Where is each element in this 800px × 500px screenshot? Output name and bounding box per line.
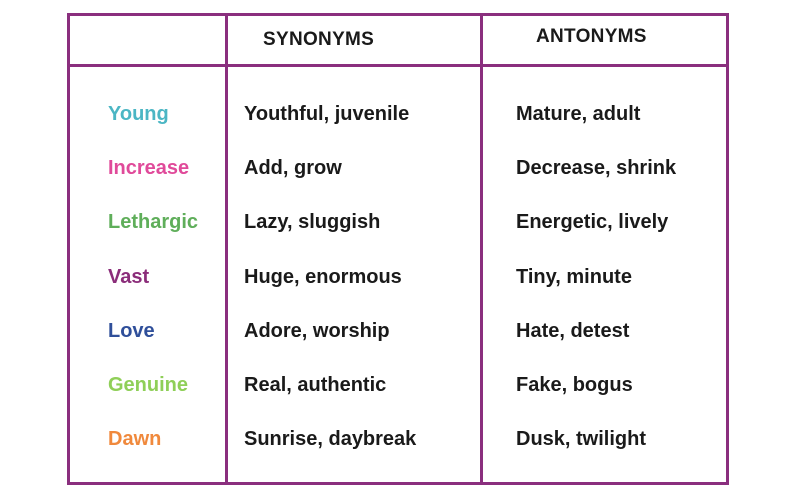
table-row: Lethargic Lazy, sluggish Energetic, live…	[0, 207, 800, 237]
synonyms-cell: Sunrise, daybreak	[244, 428, 417, 450]
word-cell: Increase	[108, 157, 190, 179]
table-row: Dawn Sunrise, daybreak Dusk, twilight	[0, 424, 800, 454]
word-cell: Dawn	[108, 428, 162, 450]
word-cell: Young	[108, 103, 169, 125]
synonyms-cell: Lazy, sluggish	[244, 211, 381, 233]
antonyms-header: ANTONYMS	[536, 26, 647, 47]
table-row: Genuine Real, authentic Fake, bogus	[0, 370, 800, 400]
word-cell: Lethargic	[108, 211, 199, 233]
antonyms-cell: Fake, bogus	[516, 374, 633, 396]
synonyms-cell: Adore, worship	[244, 320, 390, 342]
antonyms-cell: Decrease, shrink	[516, 157, 677, 179]
word-table	[67, 13, 729, 485]
synonyms-cell: Youthful, juvenile	[244, 103, 410, 125]
word-cell: Genuine	[108, 374, 189, 396]
header-divider	[70, 64, 726, 67]
antonyms-cell: Mature, adult	[516, 103, 641, 125]
antonyms-cell: Tiny, minute	[516, 266, 632, 288]
synonyms-cell: Real, authentic	[244, 374, 387, 396]
word-cell: Vast	[108, 266, 150, 288]
antonyms-cell: Hate, detest	[516, 320, 630, 342]
antonyms-cell: Energetic, lively	[516, 211, 669, 233]
antonyms-cell: Dusk, twilight	[516, 428, 646, 450]
synonyms-cell: Add, grow	[244, 157, 342, 179]
table-row: Vast Huge, enormous Tiny, minute	[0, 262, 800, 292]
word-cell: Love	[108, 320, 155, 342]
column-divider-1	[225, 16, 228, 482]
table-row: Increase Add, grow Decrease, shrink	[0, 153, 800, 183]
table-row: Young Youthful, juvenile Mature, adult	[0, 99, 800, 129]
synonyms-header: SYNONYMS	[263, 29, 375, 50]
synonyms-cell: Huge, enormous	[244, 266, 402, 288]
table-row: Love Adore, worship Hate, detest	[0, 316, 800, 346]
column-divider-2	[480, 16, 483, 482]
